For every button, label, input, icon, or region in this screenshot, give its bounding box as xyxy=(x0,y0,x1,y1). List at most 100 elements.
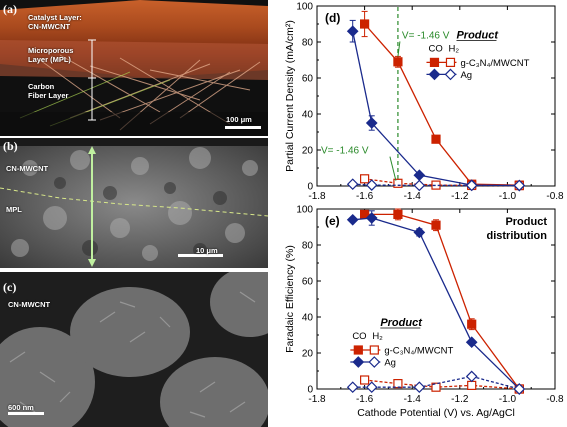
panel-a-image xyxy=(0,0,268,136)
panel-b-image xyxy=(0,138,268,268)
charts-area: -1.8 -1.6 -1.4 -1.2 -1.0 -0.8020406080100Part… xyxy=(284,2,564,420)
data-point xyxy=(413,226,426,239)
legend-title: Product xyxy=(380,317,423,329)
data-point xyxy=(467,319,477,329)
y-tick-label: 100 xyxy=(296,2,313,13)
legend-marker xyxy=(445,57,456,68)
data-point xyxy=(393,209,403,219)
x-tick-label: -1.0 xyxy=(499,191,517,202)
y-axis-label: Partial Current Density (mA/cm²) xyxy=(284,20,296,172)
label-line: Layer (MPL) xyxy=(28,55,71,64)
legend-marker xyxy=(444,68,457,81)
x-tick-label: -1.2 xyxy=(451,394,469,405)
data-point xyxy=(346,213,359,226)
y-axis-label: Faradaic Efficiency (%) xyxy=(284,245,296,353)
scale-bar-c: 600 nm xyxy=(8,403,34,412)
legend-marker xyxy=(428,68,441,81)
y-tick-label: 20 xyxy=(302,349,314,360)
legend-marker xyxy=(352,356,365,368)
panel-c-image xyxy=(0,272,268,427)
data-point xyxy=(413,179,426,192)
y-tick-label: 0 xyxy=(307,182,313,193)
carbon-fiber-label: Carbon Fiber Layer xyxy=(28,82,68,100)
legend-marker xyxy=(353,345,363,355)
chart-e: -1.8 -1.6 -1.4 -1.2 -1.0 -0.8 0 20 40 60 80 100 Fara… xyxy=(284,205,564,420)
sem-cross-section xyxy=(0,138,268,268)
annotation-arrow xyxy=(397,41,401,57)
label-line: CN-MWCNT xyxy=(28,22,71,31)
label-line: Fiber Layer xyxy=(28,91,69,100)
data-point xyxy=(393,178,403,188)
legend-col: H₂ xyxy=(448,43,459,54)
y-tick-label: 40 xyxy=(302,110,314,121)
panel-label: (e) xyxy=(325,214,340,228)
data-point xyxy=(365,179,378,191)
legend-col: CO xyxy=(428,43,442,54)
label-line: Catalyst Layer: xyxy=(28,13,82,22)
legend-marker xyxy=(369,345,379,355)
catalyst-layer-label: Catalyst Layer: CN-MWCNT xyxy=(28,13,82,31)
x-axis-label: Cathode Potential (V) vs. Ag/AgCl xyxy=(357,407,515,419)
mpl-layer-label: Microporous Layer (MPL) xyxy=(28,46,73,64)
data-point xyxy=(359,375,370,385)
data-point xyxy=(465,336,478,349)
panel-label: (d) xyxy=(325,11,340,25)
cn-mwcnt-label-c: CN-MWCNT xyxy=(8,300,51,309)
legend-entry: Ag xyxy=(460,70,472,81)
legend-entry: g-C₃N₄/MWCNT xyxy=(384,346,453,357)
data-point xyxy=(359,174,370,184)
data-point xyxy=(465,370,478,383)
chart-title: Product xyxy=(505,216,547,228)
electrode-3d-render xyxy=(0,0,268,136)
label-line: Carbon xyxy=(28,82,55,91)
chart-title-line2: distribution xyxy=(487,230,548,242)
label-line: Microporous xyxy=(28,46,74,55)
x-tick-label: -0.8 xyxy=(546,394,564,405)
data-point xyxy=(467,380,477,390)
scale-bar-a: 100 μm xyxy=(226,115,252,124)
legend-title: Product xyxy=(456,29,499,41)
panel-c-label: (c) xyxy=(3,280,17,294)
x-tick-label: -1.6 xyxy=(356,191,374,202)
y-tick-label: 60 xyxy=(302,74,314,85)
y-tick-label: 0 xyxy=(307,385,313,396)
legend-entry: g-C₃N₄/MWCNT xyxy=(460,58,529,69)
data-point xyxy=(513,179,526,192)
legend-marker xyxy=(368,356,381,368)
mpl-label-b: MPL xyxy=(6,205,22,214)
data-point xyxy=(365,117,378,129)
data-point xyxy=(431,220,441,230)
annotation: V= -1.46 V xyxy=(402,30,450,41)
y-tick-label: 80 xyxy=(302,241,314,252)
data-point xyxy=(393,379,403,389)
x-tick-label: -0.8 xyxy=(546,191,564,202)
x-tick-label: -1.4 xyxy=(404,394,422,405)
data-point xyxy=(365,212,378,224)
y-tick-label: 40 xyxy=(302,313,314,324)
legend-col: H₂ xyxy=(372,331,383,342)
x-tick-label: -1.6 xyxy=(356,394,374,405)
panel-a-label: (a) xyxy=(3,2,17,16)
data-point xyxy=(346,25,359,38)
data-point xyxy=(365,381,378,394)
y-tick-label: 100 xyxy=(296,205,313,216)
scale-bar-b: 10 μm xyxy=(196,246,218,255)
data-point xyxy=(465,179,478,192)
x-tick-label: -1.0 xyxy=(499,394,517,405)
annotation-arrow xyxy=(389,156,397,181)
x-tick-label: -1.8 xyxy=(308,394,326,405)
data-point xyxy=(431,134,441,144)
annotation: V= -1.46 V xyxy=(321,146,369,157)
y-tick-label: 20 xyxy=(302,146,314,157)
legend-col: CO xyxy=(352,331,366,342)
data-point xyxy=(431,382,441,392)
sem-closeup xyxy=(0,272,268,427)
data-point xyxy=(393,57,403,67)
cn-mwcnt-label-b: CN-MWCNT xyxy=(6,164,49,173)
data-point xyxy=(359,19,370,29)
data-point xyxy=(346,381,359,394)
y-tick-label: 60 xyxy=(302,277,314,288)
chart-d: -1.8 -1.6 -1.4 -1.2 -1.0 -0.8 0 20 40 60 80 100Part… xyxy=(284,2,564,203)
panel-b-label: (b) xyxy=(3,139,18,153)
data-point xyxy=(346,178,359,191)
